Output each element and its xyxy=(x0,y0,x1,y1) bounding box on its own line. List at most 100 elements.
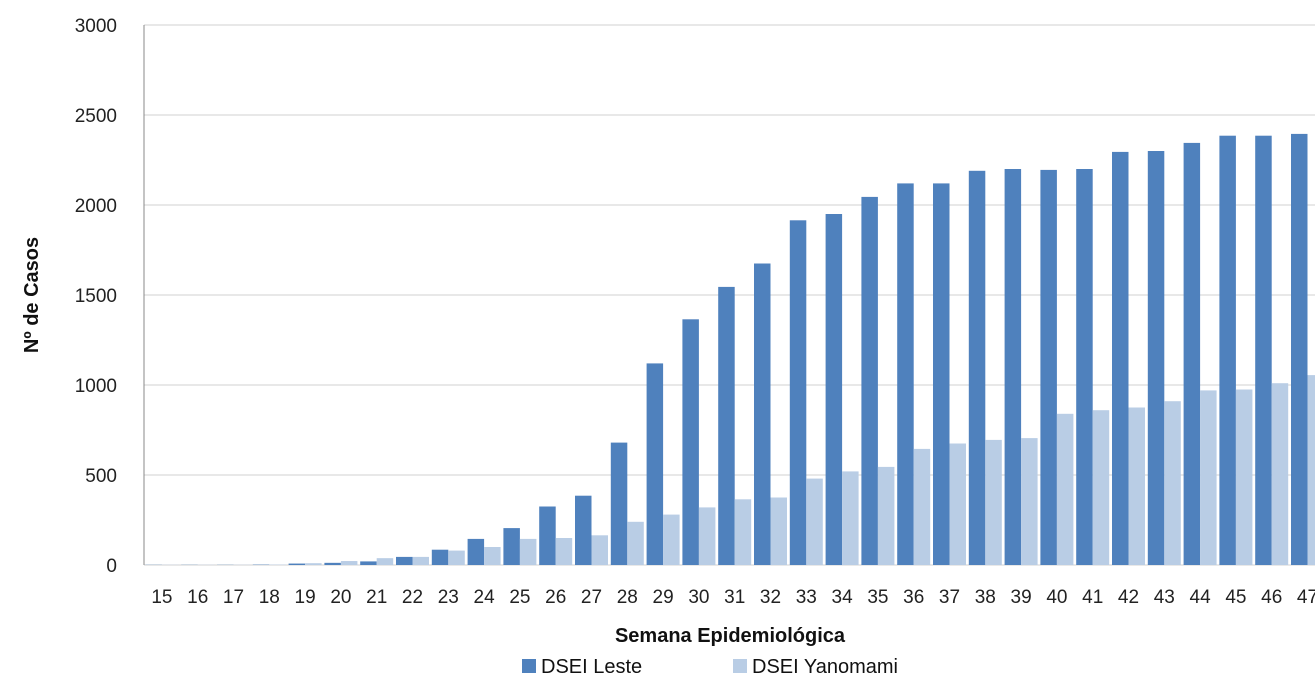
x-tick-label: 39 xyxy=(1011,587,1032,608)
bar-dsei-leste-40 xyxy=(1040,169,1057,565)
bar-dsei-leste-45 xyxy=(1219,135,1236,565)
bar-dsei-leste-37 xyxy=(933,183,950,565)
x-tick-label: 20 xyxy=(330,587,351,608)
bar-dsei-yanomami-25 xyxy=(519,538,537,565)
x-tick-label: 45 xyxy=(1225,587,1246,608)
bar-dsei-yanomami-30 xyxy=(698,507,716,565)
bar-dsei-yanomami-38 xyxy=(985,439,1002,565)
bar-dsei-yanomami-21 xyxy=(376,558,394,565)
bar-dsei-yanomami-34 xyxy=(842,471,859,565)
bar-dsei-leste-25 xyxy=(503,528,520,565)
bar-dsei-yanomami-43 xyxy=(1164,401,1181,565)
bar-dsei-leste-22 xyxy=(396,556,413,565)
legend-swatch-dsei-leste xyxy=(522,659,536,673)
bar-dsei-leste-31 xyxy=(718,286,735,565)
bar-dsei-yanomami-31 xyxy=(734,499,752,565)
bar-dsei-yanomami-39 xyxy=(1021,438,1038,565)
bar-dsei-yanomami-22 xyxy=(412,556,429,565)
y-tick-label: 500 xyxy=(85,466,117,487)
bar-dsei-leste-35 xyxy=(861,196,878,565)
bar-dsei-yanomami-45 xyxy=(1235,389,1253,565)
bar-dsei-yanomami-42 xyxy=(1128,407,1145,565)
x-tick-label: 27 xyxy=(581,587,602,608)
bar-dsei-leste-43 xyxy=(1147,151,1165,565)
bar-dsei-yanomami-33 xyxy=(806,478,823,565)
x-tick-label: 23 xyxy=(438,587,459,608)
y-axis-title: Nº de Casos xyxy=(21,237,43,353)
bar-dsei-leste-28 xyxy=(610,442,628,565)
x-axis-title: Semana Epidemiológica xyxy=(615,625,846,647)
bar-dsei-leste-42 xyxy=(1112,151,1129,565)
x-tick-label: 18 xyxy=(259,587,280,608)
x-tick-label: 15 xyxy=(151,587,172,608)
bar-dsei-yanomami-32 xyxy=(770,497,787,565)
x-tick-label: 29 xyxy=(653,587,674,608)
bars xyxy=(145,133,1315,566)
x-tick-label: 40 xyxy=(1046,587,1067,608)
x-tick-label: 35 xyxy=(867,587,888,608)
y-tick-labels: 0 500 1000 1500 2000 2500 3000 xyxy=(75,16,117,577)
bar-dsei-leste-27 xyxy=(575,495,592,565)
bar-dsei-yanomami-27 xyxy=(591,535,608,565)
x-tick-label: 24 xyxy=(474,587,496,608)
bar-dsei-yanomami-26 xyxy=(555,538,573,565)
bar-dsei-leste-47 xyxy=(1291,133,1308,565)
bar-dsei-leste-30 xyxy=(682,319,699,565)
bar-dsei-leste-41 xyxy=(1076,169,1093,565)
bar-dsei-yanomami-44 xyxy=(1200,390,1217,565)
y-tick-label: 1500 xyxy=(75,286,117,307)
legend-label-dsei-leste: DSEI Leste xyxy=(541,656,642,678)
x-tick-label: 28 xyxy=(617,587,638,608)
bar-dsei-yanomami-28 xyxy=(627,521,644,565)
x-tick-label: 44 xyxy=(1190,587,1212,608)
y-tick-label: 0 xyxy=(106,556,117,577)
bar-dsei-leste-19 xyxy=(288,563,306,565)
y-tick-label: 1000 xyxy=(75,376,117,397)
bar-dsei-yanomami-37 xyxy=(949,443,966,565)
bar-dsei-leste-26 xyxy=(539,506,556,565)
x-tick-label: 42 xyxy=(1118,587,1139,608)
bar-dsei-leste-46 xyxy=(1255,135,1272,565)
bar-dsei-leste-39 xyxy=(1004,169,1022,565)
bar-dsei-leste-34 xyxy=(825,214,843,565)
x-tick-label: 26 xyxy=(545,587,566,608)
legend-label-dsei-yanomami: DSEI Yanomami xyxy=(752,656,898,678)
bar-dsei-leste-32 xyxy=(754,263,771,565)
bar-dsei-yanomami-19 xyxy=(305,563,322,565)
bar-dsei-leste-44 xyxy=(1183,142,1201,565)
x-tick-labels: 15 16 17 18 19 20 21 22 23 24 25 26 27 28 29 30 31 32 33 34… xyxy=(151,587,1315,608)
x-tick-label: 38 xyxy=(975,587,996,608)
x-tick-label: 25 xyxy=(509,587,530,608)
bar-dsei-yanomami-47 xyxy=(1307,375,1315,565)
x-tick-label: 43 xyxy=(1154,587,1175,608)
x-tick-label: 32 xyxy=(760,587,781,608)
x-tick-label: 41 xyxy=(1082,587,1103,608)
bar-dsei-yanomami-40 xyxy=(1056,413,1074,565)
x-tick-label: 34 xyxy=(832,587,854,608)
bar-dsei-leste-36 xyxy=(897,183,914,565)
y-tick-label: 2000 xyxy=(75,196,117,217)
bar-dsei-yanomami-29 xyxy=(663,514,680,565)
bar-dsei-leste-23 xyxy=(431,549,449,565)
x-tick-label: 16 xyxy=(187,587,208,608)
bar-dsei-leste-38 xyxy=(968,170,986,566)
y-tick-label: 2500 xyxy=(75,106,117,127)
x-tick-label: 46 xyxy=(1261,587,1282,608)
y-tick-label: 3000 xyxy=(75,16,117,37)
bar-dsei-yanomami-36 xyxy=(913,448,931,565)
bar-dsei-yanomami-46 xyxy=(1271,383,1289,565)
bar-dsei-yanomami-23 xyxy=(448,550,465,565)
x-tick-label: 47 xyxy=(1297,587,1315,608)
bar-dsei-yanomami-24 xyxy=(484,547,501,565)
bar-dsei-leste-33 xyxy=(789,220,807,566)
bar-dsei-leste-20 xyxy=(324,562,341,565)
x-tick-label: 37 xyxy=(939,587,960,608)
x-tick-label: 36 xyxy=(903,587,924,608)
legend: DSEI Leste DSEI Yanomami xyxy=(522,656,898,678)
bar-dsei-yanomami-35 xyxy=(877,466,895,565)
bar-dsei-yanomami-20 xyxy=(340,561,358,565)
bar-dsei-leste-29 xyxy=(646,363,664,565)
bar-dsei-yanomami-41 xyxy=(1092,410,1110,565)
x-tick-label: 31 xyxy=(724,587,745,608)
